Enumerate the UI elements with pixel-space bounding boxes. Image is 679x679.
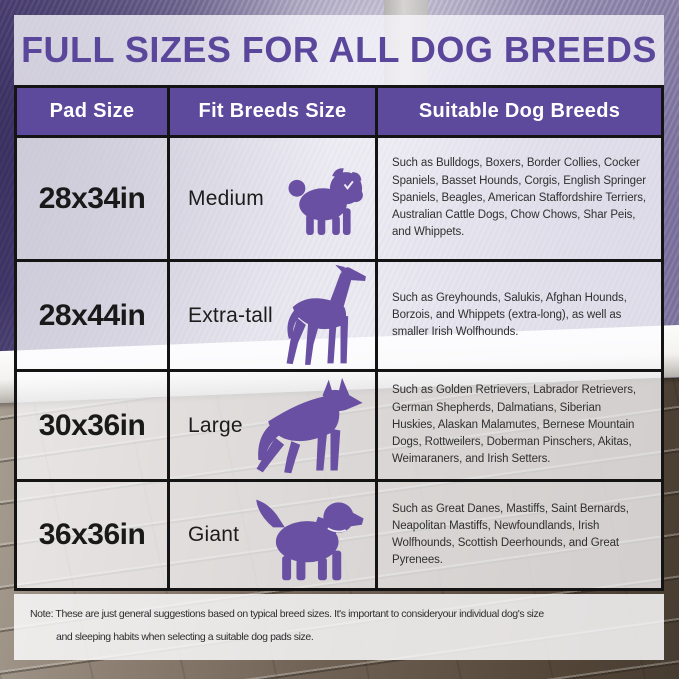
pad-size-value: 28x44in: [38, 298, 146, 332]
fit-size-cell: Large: [170, 372, 378, 482]
golden-retriever-dog-icon: [256, 499, 364, 581]
pad-size-value: 28x34in: [38, 181, 146, 215]
fit-size-cell: Giant: [170, 482, 378, 588]
column-header-label: Suitable Dog Breeds: [418, 100, 621, 122]
fit-size-label: Giant: [188, 523, 240, 546]
size-chart-sheet: FULL SIZES FOR ALL DOG BREEDS Pad Size F…: [14, 15, 664, 660]
german-shepherd-dog-icon: [256, 377, 363, 473]
column-header-fit-breeds-size: Fit Breeds Size: [170, 88, 378, 138]
suitable-breeds-cell: Such as Bulldogs, Boxers, Border Collies…: [378, 138, 661, 262]
pad-size-value: 36x36in: [38, 518, 146, 551]
suitable-breeds-text: Such as Greyhounds, Salukis, Afghan Houn…: [392, 291, 627, 339]
pad-size-cell: 28x44in: [17, 262, 170, 372]
fit-size-cell: Medium: [170, 138, 378, 262]
suitable-breeds-text: Such as Bulldogs, Boxers, Border Collies…: [392, 157, 646, 239]
column-header-label: Fit Breeds Size: [198, 100, 347, 122]
note-line-1: Note: These are just general suggestions…: [30, 608, 544, 620]
column-header-pad-size: Pad Size: [17, 88, 170, 138]
sizes-table: Pad Size Fit Breeds Size Suitable Dog Br…: [14, 85, 664, 591]
column-header-label: Pad Size: [49, 100, 135, 122]
pad-size-value: 30x36in: [38, 408, 146, 442]
fit-size-cell: Extra-tall: [170, 262, 378, 372]
fit-size-label: Extra-tall: [188, 303, 273, 327]
pad-size-cell: 30x36in: [17, 372, 170, 482]
note-box: Note: These are just general suggestions…: [14, 594, 664, 660]
pug-dog-icon: [288, 167, 363, 235]
suitable-breeds-cell: Such as Great Danes, Mastiffs, Saint Ber…: [378, 482, 661, 588]
suitable-breeds-cell: Such as Greyhounds, Salukis, Afghan Houn…: [378, 262, 661, 372]
fit-size-label: Large: [188, 413, 243, 437]
pad-size-cell: 28x34in: [17, 138, 170, 262]
suitable-breeds-text: Such as Golden Retrievers, Labrador Retr…: [392, 384, 636, 466]
pad-size-cell: 36x36in: [17, 482, 170, 588]
greyhound-dog-icon: [286, 264, 366, 365]
column-header-suitable-dog-breeds: Suitable Dog Breeds: [378, 88, 661, 138]
fit-size-label: Medium: [188, 186, 264, 210]
title-bar: FULL SIZES FOR ALL DOG BREEDS: [14, 15, 664, 85]
note-line-2: and sleeping habits when selecting a sui…: [56, 631, 314, 644]
page-title: FULL SIZES FOR ALL DOG BREEDS: [21, 29, 657, 70]
suitable-breeds-text: Such as Great Danes, Mastiffs, Saint Ber…: [392, 502, 629, 567]
suitable-breeds-cell: Such as Golden Retrievers, Labrador Retr…: [378, 372, 661, 482]
